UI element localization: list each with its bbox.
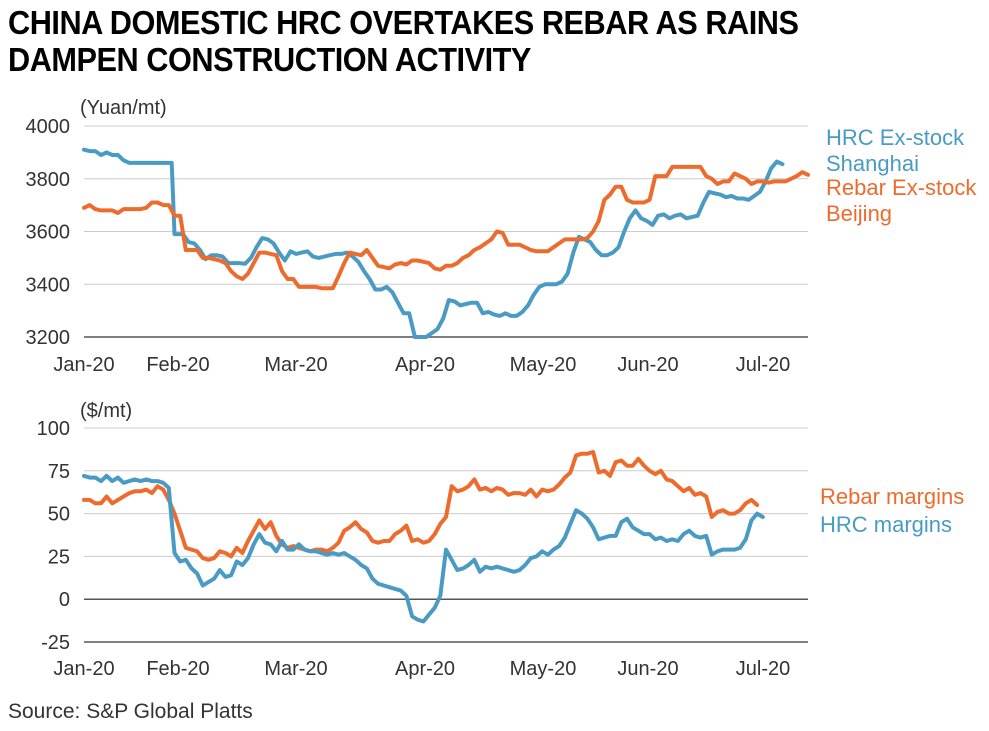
x-tick-label-0-2: Mar-20 [264,354,327,376]
legend-label-rebar-0-0: Rebar Ex-stock [826,175,977,200]
legend-label-hrc-1-0: HRC margins [820,512,952,537]
y-axis-unit-1: ($/mt) [80,400,132,422]
x-tick-label-1-3: Apr-20 [395,658,455,680]
y-tick-label-1-0: -25 [41,632,70,654]
y-tick-label-0-0: 3200 [26,327,71,349]
legend-label-hrc-0-1: Shanghai [826,151,919,176]
legend-label-rebar-0-1: Beijing [826,201,892,226]
x-tick-label-0-5: Jun-20 [617,354,678,376]
y-tick-label-1-5: 100 [37,418,70,440]
y-tick-label-1-3: 50 [48,504,70,526]
series-line-rebar-0 [82,164,810,291]
y-tick-label-1-2: 25 [48,546,70,568]
legend-label-rebar-1-0: Rebar margins [820,484,964,509]
y-axis-unit-0: (Yuan/mt) [80,97,167,119]
series-line-hrc-0 [82,147,785,339]
series-line-hrc-1 [82,473,765,624]
x-tick-label-0-3: Apr-20 [395,354,455,376]
y-tick-label-0-2: 3600 [26,222,71,244]
x-tick-label-1-5: Jun-20 [617,658,678,680]
y-tick-label-0-3: 3800 [26,169,71,191]
chart-title: China domestic HRC overtakes rebar as ra… [8,4,799,78]
y-tick-label-1-4: 75 [48,461,70,483]
x-tick-label-1-0: Jan-20 [53,658,114,680]
x-tick-label-0-0: Jan-20 [53,354,114,376]
x-tick-label-1-4: May-20 [510,658,577,680]
y-tick-label-0-1: 3400 [26,274,71,296]
x-tick-label-0-1: Feb-20 [146,354,209,376]
y-tick-label-1-1: 0 [59,589,70,611]
series-line-rebar-1 [82,450,760,562]
x-tick-label-0-6: Jul-20 [736,354,790,376]
source-note: Source: S&P Global Platts [8,700,253,723]
legend-label-hrc-0-0: HRC Ex-stock [826,125,965,150]
y-tick-label-0-4: 4000 [26,116,71,138]
x-tick-label-1-2: Mar-20 [264,658,327,680]
x-tick-label-1-1: Feb-20 [146,658,209,680]
x-tick-label-0-4: May-20 [510,354,577,376]
x-tick-label-1-6: Jul-20 [736,658,790,680]
